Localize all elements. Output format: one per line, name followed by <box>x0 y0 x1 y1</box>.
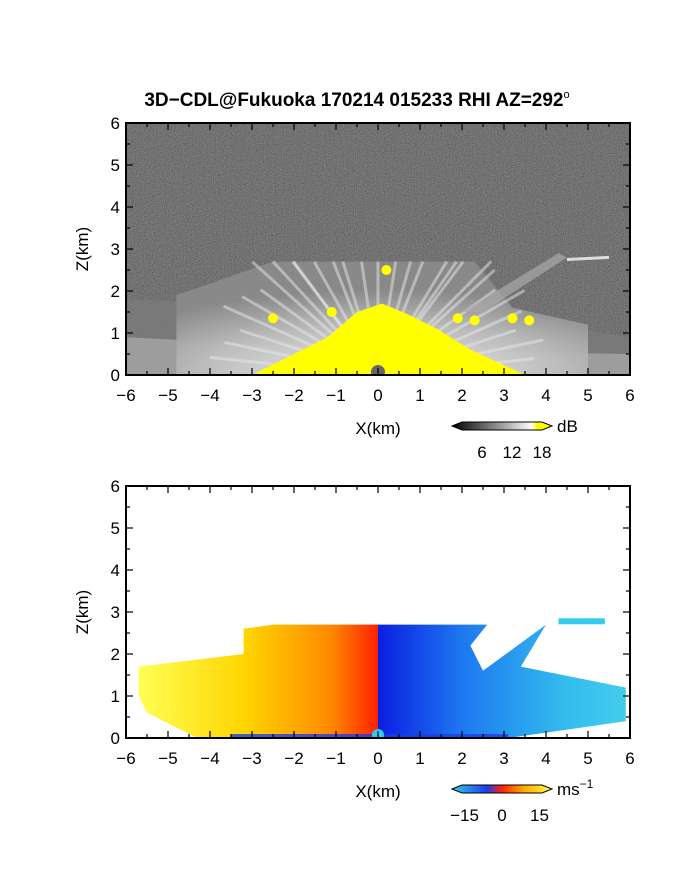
velocity-x-tick-label: −2 <box>284 749 303 768</box>
intensity-y-axis-label: Z(km) <box>73 227 92 271</box>
velocity-x-tick-label: 1 <box>415 749 424 768</box>
velocity-y-axis-label: Z(km) <box>73 590 92 634</box>
colorbar-tick-label: 12 <box>503 443 522 462</box>
velocity-receding-field <box>378 624 626 738</box>
velocity-y-tick-label: 2 <box>111 645 120 664</box>
intensity-plot-area <box>126 123 630 375</box>
intensity-x-tick-label: 1 <box>415 386 424 405</box>
intensity-high-echo-speck <box>507 313 518 324</box>
intensity-x-tick-label: −5 <box>158 386 177 405</box>
intensity-x-tick-label: 6 <box>625 386 634 405</box>
intensity-x-tick-label: −4 <box>200 386 219 405</box>
intensity-high-echo-speck <box>524 315 535 326</box>
intensity-y-tick-label: 6 <box>111 114 120 133</box>
intensity-y-tick-label: 5 <box>111 156 120 175</box>
intensity-high-echo-speck <box>469 315 480 326</box>
intensity-colorbar-bar <box>450 421 554 431</box>
velocity-x-tick-label: −6 <box>116 749 135 768</box>
intensity-high-echo-speck <box>326 307 337 317</box>
intensity-colorbar-unit: dB <box>557 417 578 436</box>
intensity-x-tick-label: −2 <box>284 386 303 405</box>
intensity-y-tick-label: 2 <box>111 282 120 301</box>
velocity-colorbar: −15 0 15 ms−1 <box>450 777 594 825</box>
velocity-x-tick-label: −1 <box>326 749 345 768</box>
colorbar-tick-label: 0 <box>497 806 506 825</box>
velocity-y-tick-label: 6 <box>111 477 120 496</box>
velocity-x-tick-label: −4 <box>200 749 219 768</box>
velocity-x-tick-label: 4 <box>541 749 550 768</box>
chart-title: 3D−CDL@Fukuoka 170214 015233 RHI AZ=292o <box>144 89 569 111</box>
intensity-x-tick-label: −6 <box>116 386 135 405</box>
intensity-y-tick-label: 4 <box>111 198 120 217</box>
intensity-x-axis-label: X(km) <box>355 419 400 438</box>
intensity-x-tick-label: 2 <box>457 386 466 405</box>
intensity-colorbar-ticks: 6 12 18 <box>477 443 551 462</box>
velocity-x-tick-label: 6 <box>625 749 634 768</box>
velocity-echo-field <box>138 618 626 738</box>
velocity-colorbar-unit: ms−1 <box>557 777 594 799</box>
velocity-colorbar-ticks: −15 0 15 <box>450 806 549 825</box>
velocity-y-tick-label: 0 <box>111 729 120 748</box>
colorbar-tick-label: 15 <box>530 806 549 825</box>
intensity-oblique-streak <box>462 253 567 312</box>
velocity-x-tick-label: −3 <box>242 749 261 768</box>
velocity-x-tick-label: 0 <box>373 749 382 768</box>
intensity-x-tick-label: −3 <box>242 386 261 405</box>
intensity-echo-field <box>126 253 630 375</box>
intensity-high-echo-speck <box>452 313 463 324</box>
velocity-x-tick-label: 3 <box>499 749 508 768</box>
intensity-high-echo-speck <box>381 265 392 275</box>
intensity-x-tick-label: 5 <box>583 386 592 405</box>
intensity-axes: −6 −5 −4 −3 −2 −1 0 1 2 3 4 5 6 0 1 2 3 4 5 6 <box>111 114 635 405</box>
velocity-y-tick-label: 5 <box>111 519 120 538</box>
velocity-x-axis-label: X(km) <box>355 782 400 801</box>
colorbar-tick-label: 6 <box>477 443 486 462</box>
colorbar-tick-label: −15 <box>450 806 479 825</box>
velocity-axes: −6 −5 −4 −3 −2 −1 0 1 2 3 4 5 6 0 1 2 3 4 5 6 <box>111 477 635 768</box>
intensity-x-tick-label: 3 <box>499 386 508 405</box>
velocity-y-tick-label: 3 <box>111 603 120 622</box>
intensity-x-tick-label: 0 <box>373 386 382 405</box>
velocity-upper-streak <box>558 618 605 625</box>
velocity-y-tick-label: 1 <box>111 687 120 706</box>
intensity-y-tick-label: 1 <box>111 324 120 343</box>
intensity-y-tick-label: 3 <box>111 240 120 259</box>
velocity-panel: −6 −5 −4 −3 −2 −1 0 1 2 3 4 5 6 0 1 2 3 4 5 6 X(km) Z(km) −… <box>73 477 635 825</box>
intensity-x-tick-label: 4 <box>541 386 550 405</box>
intensity-y-tick-label: 0 <box>111 366 120 385</box>
intensity-x-tick-label: −1 <box>326 386 345 405</box>
intensity-streak-top <box>566 255 610 261</box>
velocity-x-tick-label: −5 <box>158 749 177 768</box>
velocity-colorbar-bar <box>450 784 554 794</box>
colorbar-tick-label: 18 <box>533 443 552 462</box>
intensity-high-echo-core <box>252 303 525 375</box>
velocity-plot-area <box>126 486 630 738</box>
intensity-high-echo-speck <box>268 313 278 324</box>
velocity-y-tick-label: 4 <box>111 561 120 580</box>
velocity-approaching-field <box>138 624 378 738</box>
velocity-x-tick-label: 2 <box>457 749 466 768</box>
velocity-surface-strip <box>231 734 509 738</box>
velocity-x-tick-label: 5 <box>583 749 592 768</box>
intensity-colorbar: 6 12 18 dB <box>450 417 578 462</box>
